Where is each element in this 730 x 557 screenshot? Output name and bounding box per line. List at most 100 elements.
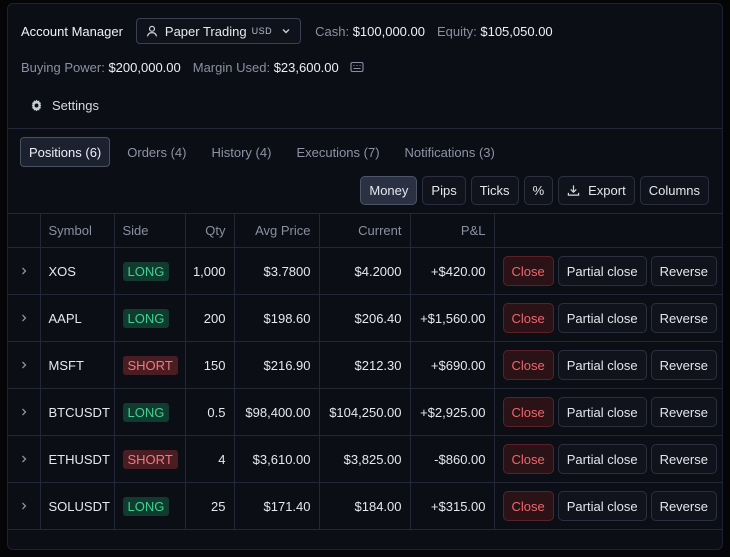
reverse-position-button[interactable]: Reverse (650, 491, 717, 521)
pips-mode-button[interactable]: Pips (422, 176, 466, 205)
settings-button[interactable]: Settings (30, 95, 99, 115)
buying-power-stat: Buying Power: $200,000.00 (21, 60, 181, 75)
close-position-button[interactable]: Close (502, 491, 554, 521)
settings-label: Settings (52, 97, 99, 113)
column-header-pnl[interactable]: P&L (410, 213, 495, 248)
actions-cell: Close Partial close Reverse (494, 388, 722, 436)
table-row[interactable]: SOLUSDT LONG 25 $171.40 $184.00 +$315.00… (8, 482, 722, 530)
keyboard-icon[interactable] (350, 61, 364, 73)
columns-button[interactable]: Columns (639, 176, 709, 205)
current-price-cell: $3,825.00 (319, 435, 411, 483)
tab-executions[interactable]: Executions (7) (296, 144, 380, 160)
partial-close-button[interactable]: Partial close (557, 303, 647, 333)
chevron-down-icon (282, 29, 290, 34)
chevron-right-icon[interactable] (20, 266, 28, 276)
tab-orders[interactable]: Orders (4) (127, 144, 187, 160)
margin-used-label: Margin Used: (192, 59, 271, 75)
partial-close-button[interactable]: Partial close (557, 397, 647, 427)
partial-close-button[interactable]: Partial close (557, 350, 647, 380)
pnl-cell: +$1,560.00 (410, 294, 495, 342)
money-mode-button[interactable]: Money (360, 176, 418, 205)
table-row[interactable]: AAPL LONG 200 $198.60 $206.40 +$1,560.00… (8, 294, 722, 342)
partial-close-button[interactable]: Partial close (557, 444, 647, 474)
pnl-cell: +$690.00 (410, 341, 495, 389)
tab-notifications[interactable]: Notifications (3) (404, 144, 495, 160)
chevron-right-icon[interactable] (20, 360, 28, 370)
expand-cell[interactable] (8, 482, 41, 530)
table-row[interactable]: BTCUSDT LONG 0.5 $98,400.00 $104,250.00 … (8, 388, 722, 436)
reverse-position-button[interactable]: Reverse (650, 444, 717, 474)
close-position-button[interactable]: Close (502, 303, 554, 333)
positions-table: Symbol Side Qty Avg Price Current P&L XO… (8, 213, 722, 530)
symbol-cell: MSFT (40, 341, 115, 389)
percent-mode-button[interactable]: % (523, 176, 554, 205)
close-position-button[interactable]: Close (502, 397, 554, 427)
table-row[interactable]: ETHUSDT SHORT 4 $3,610.00 $3,825.00 -$86… (8, 435, 722, 483)
column-header-symbol[interactable]: Symbol (40, 213, 115, 248)
qty-cell: 4 (185, 435, 235, 483)
side-cell: SHORT (114, 435, 186, 483)
expand-cell[interactable] (8, 435, 41, 483)
side-badge: SHORT (122, 355, 178, 375)
positions-table-body: XOS LONG 1,000 $3.7800 $4.2000 +$420.00 … (8, 247, 722, 530)
account-selector[interactable]: Paper Trading USD (135, 18, 302, 44)
avg-price-cell: $216.90 (234, 341, 320, 389)
column-header-side[interactable]: Side (114, 213, 186, 248)
current-price-cell: $104,250.00 (319, 388, 411, 436)
column-header-current[interactable]: Current (319, 213, 411, 248)
margin-used-stat: Margin Used: $23,600.00 (193, 60, 339, 75)
reverse-position-button[interactable]: Reverse (650, 303, 717, 333)
expand-column-header (8, 213, 41, 248)
symbol-cell: SOLUSDT (40, 482, 115, 530)
table-row[interactable]: MSFT SHORT 150 $216.90 $212.30 +$690.00 … (8, 341, 722, 389)
side-cell: LONG (114, 247, 186, 295)
pnl-cell: +$420.00 (410, 247, 495, 295)
expand-cell[interactable] (8, 247, 41, 295)
column-header-avg-price[interactable]: Avg Price (234, 213, 320, 248)
ticks-mode-button[interactable]: Ticks (470, 176, 519, 205)
chevron-right-icon[interactable] (20, 313, 28, 323)
chevron-right-icon[interactable] (20, 454, 28, 464)
reverse-position-button[interactable]: Reverse (650, 350, 717, 380)
header-divider (8, 128, 722, 129)
close-position-button[interactable]: Close (502, 256, 554, 286)
chevron-right-icon[interactable] (20, 501, 28, 511)
side-badge: SHORT (122, 449, 178, 469)
cash-value: $100,000.00 (352, 23, 425, 39)
actions-cell: Close Partial close Reverse (494, 294, 722, 342)
column-header-qty[interactable]: Qty (185, 213, 235, 248)
tab-positions[interactable]: Positions (6) (20, 137, 111, 167)
export-label: Export (588, 183, 626, 198)
symbol-cell: BTCUSDT (40, 388, 115, 436)
margin-used-value: $23,600.00 (273, 59, 339, 75)
table-header-row: Symbol Side Qty Avg Price Current P&L (8, 213, 722, 248)
reverse-position-button[interactable]: Reverse (650, 397, 717, 427)
close-position-button[interactable]: Close (502, 350, 554, 380)
equity-label: Equity: (436, 23, 477, 39)
actions-cell: Close Partial close Reverse (494, 482, 722, 530)
qty-cell: 200 (185, 294, 235, 342)
tab-history[interactable]: History (4) (211, 144, 272, 160)
avg-price-cell: $198.60 (234, 294, 320, 342)
partial-close-button[interactable]: Partial close (557, 491, 647, 521)
pnl-cell: +$2,925.00 (410, 388, 495, 436)
close-position-button[interactable]: Close (502, 444, 554, 474)
reverse-position-button[interactable]: Reverse (650, 256, 717, 286)
actions-cell: Close Partial close Reverse (494, 247, 722, 295)
export-button[interactable]: Export (558, 176, 635, 205)
expand-cell[interactable] (8, 294, 41, 342)
expand-cell[interactable] (8, 341, 41, 389)
partial-close-button[interactable]: Partial close (557, 256, 647, 286)
equity-stat: Equity: $105,050.00 (437, 24, 553, 39)
side-cell: LONG (114, 482, 186, 530)
side-cell: SHORT (114, 341, 186, 389)
current-price-cell: $184.00 (319, 482, 411, 530)
pnl-cell: -$860.00 (410, 435, 495, 483)
cash-stat: Cash: $100,000.00 (315, 24, 425, 39)
side-badge: LONG (122, 496, 170, 516)
pnl-cell: +$315.00 (410, 482, 495, 530)
page-title: Account Manager (21, 23, 123, 39)
chevron-right-icon[interactable] (20, 407, 28, 417)
expand-cell[interactable] (8, 388, 41, 436)
table-row[interactable]: XOS LONG 1,000 $3.7800 $4.2000 +$420.00 … (8, 247, 722, 295)
